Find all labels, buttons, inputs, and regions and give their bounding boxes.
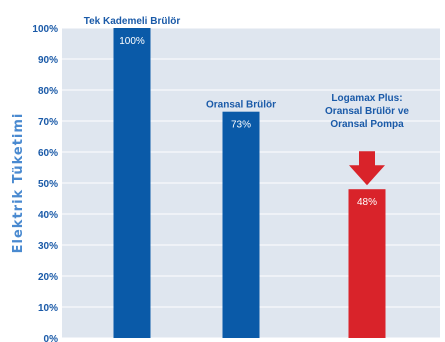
y-tick-label: 0% [44,334,59,342]
y-tick-label: 10% [38,303,58,314]
category-label: Oransal Brülör [206,100,276,111]
category-label: Tek Kademeli Brülör [84,16,181,27]
y-axis-label: Elektrik Tüketimi [11,113,26,254]
y-tick-label: 20% [38,272,58,283]
category-label: Oransal Brülör ve [325,106,409,117]
y-tick-label: 50% [38,179,58,190]
y-tick-label: 70% [38,117,58,128]
y-tick-label: 40% [38,210,58,221]
y-tick-label: 100% [32,24,58,35]
bars: 100% 73% 48% [113,28,386,338]
bar [222,111,260,338]
category-label: Logamax Plus: [331,93,402,104]
red-down-arrow-icon [349,151,385,186]
category-label: Oransal Pompa [330,119,404,130]
y-tick-label: 30% [38,241,58,252]
y-tick-label: 80% [38,86,58,97]
category-labels: Tek Kademeli Brülör Oransal Brülör Logamax… [84,16,410,130]
bar [113,28,151,338]
y-axis-ticks: 0% 10% 20% 30% 40% 50% 60% 70% 80% 90% 100% [32,24,58,342]
y-tick-label: 90% [38,55,58,66]
value-label: 100% [119,36,145,47]
value-label: 73% [231,120,251,131]
value-label: 48% [357,197,377,208]
bar [348,189,386,338]
y-tick-label: 60% [38,148,58,159]
